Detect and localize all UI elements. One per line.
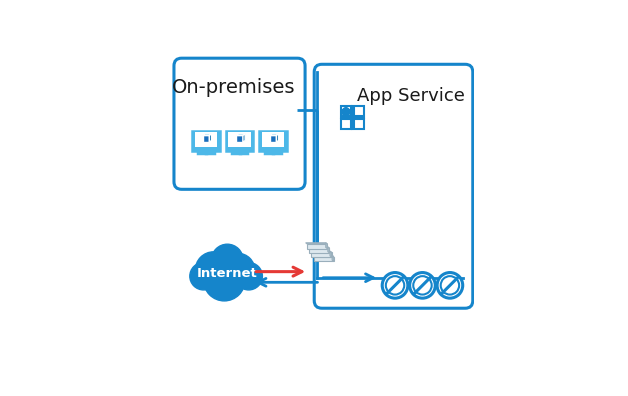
Bar <box>341 119 351 129</box>
Polygon shape <box>328 247 330 253</box>
Polygon shape <box>312 255 333 257</box>
FancyBboxPatch shape <box>192 131 220 151</box>
FancyBboxPatch shape <box>262 132 284 147</box>
Circle shape <box>343 108 349 113</box>
Bar <box>354 119 364 129</box>
Circle shape <box>190 263 217 290</box>
Bar <box>203 135 209 142</box>
Circle shape <box>203 259 245 301</box>
Text: Internet: Internet <box>197 267 257 280</box>
Circle shape <box>342 109 347 114</box>
Circle shape <box>345 109 350 114</box>
Polygon shape <box>236 134 245 135</box>
Circle shape <box>343 109 349 114</box>
Bar <box>311 252 332 257</box>
Bar <box>354 106 364 116</box>
Polygon shape <box>332 255 333 261</box>
Polygon shape <box>270 134 279 135</box>
Bar <box>341 106 351 116</box>
Bar <box>313 257 333 261</box>
Polygon shape <box>330 251 332 257</box>
FancyBboxPatch shape <box>226 131 253 151</box>
FancyBboxPatch shape <box>195 132 217 147</box>
Circle shape <box>221 253 255 287</box>
FancyBboxPatch shape <box>314 64 473 308</box>
Polygon shape <box>308 247 330 248</box>
FancyBboxPatch shape <box>259 131 286 151</box>
Bar <box>310 248 330 253</box>
FancyBboxPatch shape <box>174 58 305 189</box>
Bar <box>270 135 276 142</box>
Circle shape <box>195 252 232 288</box>
Polygon shape <box>203 134 212 135</box>
Polygon shape <box>209 134 212 142</box>
Circle shape <box>437 272 463 298</box>
Text: On-premises: On-premises <box>172 78 296 97</box>
Polygon shape <box>306 243 327 244</box>
Bar <box>236 135 243 142</box>
Polygon shape <box>310 251 332 252</box>
Bar <box>307 244 327 249</box>
Circle shape <box>382 272 408 298</box>
Bar <box>344 111 349 112</box>
Circle shape <box>212 244 243 276</box>
FancyBboxPatch shape <box>229 132 251 147</box>
Polygon shape <box>276 134 279 142</box>
Circle shape <box>235 263 263 290</box>
Polygon shape <box>243 134 245 142</box>
Polygon shape <box>326 243 327 249</box>
Text: App Service: App Service <box>357 87 465 105</box>
Circle shape <box>409 272 435 298</box>
